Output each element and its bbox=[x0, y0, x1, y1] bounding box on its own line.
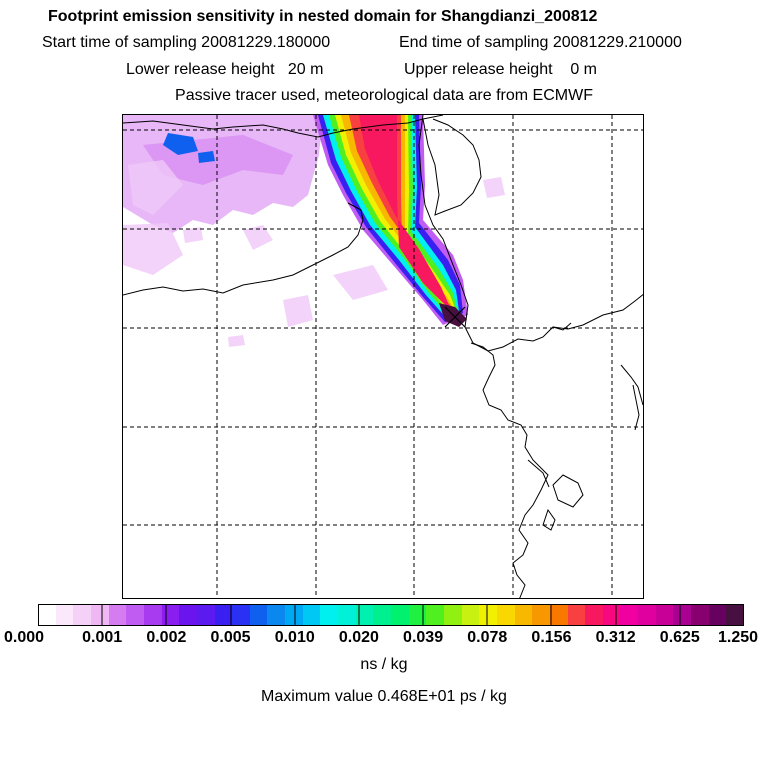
colorbar-swatch bbox=[409, 604, 426, 626]
colorbar-swatch bbox=[197, 604, 215, 626]
footprint-map bbox=[122, 114, 644, 599]
station-marker bbox=[444, 306, 466, 328]
colorbar-swatch bbox=[215, 604, 232, 626]
colorbar-swatch bbox=[38, 604, 56, 626]
footprint-plume bbox=[313, 115, 468, 327]
colorbar-tick-label: 0.001 bbox=[82, 629, 123, 646]
colorbar-swatch bbox=[285, 604, 303, 626]
colorbar-tick-labels: 0.000 0.001 0.002 0.005 0.010 0.020 0.039 0.078… bbox=[0, 629, 768, 649]
colorbar bbox=[37, 604, 745, 626]
haze-patch bbox=[483, 177, 505, 198]
colorbar-tick-label: 0.010 bbox=[274, 629, 315, 646]
colorbar-swatch bbox=[126, 604, 144, 626]
haze-dense-patch bbox=[163, 133, 198, 155]
colorbar-tick-label: 0.625 bbox=[659, 629, 700, 646]
colorbar-swatch bbox=[479, 604, 497, 626]
colorbar-swatch bbox=[709, 604, 726, 626]
colorbar-swatch bbox=[373, 604, 391, 626]
colorbar-swatch bbox=[356, 604, 373, 626]
haze-patch bbox=[123, 223, 183, 275]
colorbar-swatch bbox=[638, 604, 656, 626]
colorbar-swatch bbox=[162, 604, 179, 626]
haze-patch bbox=[183, 227, 203, 243]
map-title: Footprint emission sensitivity in nested… bbox=[48, 8, 598, 25]
colorbar-swatch bbox=[462, 604, 479, 626]
colorbar-swatch bbox=[91, 604, 109, 626]
lower-release-height-label: Lower release height 20 m bbox=[126, 61, 324, 78]
lat-lon-grid bbox=[123, 115, 643, 598]
colorbar-swatch bbox=[497, 604, 515, 626]
colorbar-tick-label: 0.005 bbox=[210, 629, 251, 646]
sensitivity-haze bbox=[123, 115, 505, 347]
plume-band bbox=[359, 115, 453, 314]
colorbar-swatch bbox=[568, 604, 585, 626]
maximum-value-label: Maximum value 0.468E+01 ps / kg bbox=[261, 688, 507, 705]
colorbar-tick-label: 0.020 bbox=[338, 629, 379, 646]
colorbar-swatch bbox=[267, 604, 285, 626]
colorbar-swatch bbox=[56, 604, 73, 626]
colorbar-swatch bbox=[250, 604, 267, 626]
colorbar-swatch bbox=[656, 604, 673, 626]
colorbar-tick-label: 0.078 bbox=[467, 629, 508, 646]
colorbar-swatch bbox=[303, 604, 320, 626]
colorbar-swatch bbox=[73, 604, 91, 626]
haze-patch bbox=[128, 160, 183, 215]
colorbar-swatch bbox=[338, 604, 356, 626]
colorbar-swatch bbox=[320, 604, 338, 626]
colorbar-swatch bbox=[426, 604, 444, 626]
colorbar-tick-label: 0.000 bbox=[3, 629, 45, 646]
haze-patch bbox=[283, 295, 313, 327]
colorbar-tick-label: 0.312 bbox=[595, 629, 636, 646]
coastlines bbox=[123, 115, 643, 598]
colorbar-swatch bbox=[603, 604, 620, 626]
colorbar-border bbox=[38, 604, 744, 626]
colorbar-swatch bbox=[109, 604, 126, 626]
colorbar-swatch bbox=[550, 604, 568, 626]
colorbar-tick-label: 0.156 bbox=[531, 629, 572, 646]
colorbar-swatch bbox=[515, 604, 532, 626]
colorbar-tick-label: 0.002 bbox=[146, 629, 187, 646]
colorbar-svg bbox=[37, 604, 745, 626]
colorbar-swatch bbox=[391, 604, 409, 626]
colorbar-swatch bbox=[585, 604, 603, 626]
colorbar-swatch bbox=[673, 604, 691, 626]
colorbar-units: ns / kg bbox=[360, 656, 408, 673]
tracer-info-label: Passive tracer used, meteorological data… bbox=[175, 87, 593, 104]
haze-patch bbox=[228, 335, 245, 347]
map-canvas bbox=[123, 115, 643, 598]
haze-dense-patch bbox=[198, 151, 215, 163]
colorbar-swatch bbox=[532, 604, 550, 626]
end-time-label: End time of sampling 20081229.210000 bbox=[399, 34, 682, 51]
colorbar-tick-label: 0.039 bbox=[403, 629, 444, 646]
colorbar-swatch bbox=[144, 604, 162, 626]
colorbar-swatch bbox=[726, 604, 744, 626]
colorbar-swatch bbox=[232, 604, 250, 626]
start-time-label: Start time of sampling 20081229.180000 bbox=[42, 34, 331, 51]
colorbar-swatch bbox=[179, 604, 197, 626]
haze-patch bbox=[333, 265, 388, 300]
colorbar-swatch bbox=[620, 604, 638, 626]
colorbar-swatch bbox=[444, 604, 462, 626]
haze-patch bbox=[243, 225, 273, 250]
upper-release-height-label: Upper release height 0 m bbox=[404, 61, 597, 78]
colorbar-tick-label: 1.250 bbox=[717, 629, 759, 646]
colorbar-swatch bbox=[691, 604, 709, 626]
